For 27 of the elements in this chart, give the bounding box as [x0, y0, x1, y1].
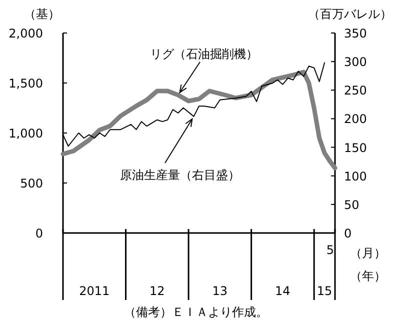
y2-tick-label: 200: [344, 112, 367, 126]
text: 原油生産量（右目盛）: [120, 168, 240, 182]
y-tick-label: 2,000: [8, 26, 43, 40]
series-label: リグ（石油掘削機）: [150, 47, 258, 61]
y-tick-label: 1,000: [8, 126, 43, 140]
y-tick-label: 0: [35, 226, 43, 240]
x-tick-label: 14: [275, 284, 290, 298]
y2-tick-label: 250: [344, 84, 367, 98]
x-tick-label: 13: [212, 284, 228, 298]
y-tick-label: 500: [20, 176, 43, 190]
y2-tick-label: 350: [344, 26, 367, 40]
x-tick-label: 12: [150, 284, 165, 298]
text: （月）: [350, 246, 386, 260]
y2-tick-label: 50: [344, 198, 360, 212]
y-tick-label: 1,500: [8, 76, 43, 90]
x-tick-label: 2011: [79, 284, 110, 298]
y2-tick-label: 100: [344, 169, 367, 184]
line-series: [60, 70, 338, 170]
text: （年）: [350, 269, 386, 283]
text: （備考）ＥＩＡより作成。: [124, 305, 268, 319]
y-axis-title: （基）: [24, 7, 60, 21]
y2-tick-label: 150: [344, 140, 367, 155]
text: 5: [326, 243, 334, 257]
y2-axis-title: （百万バレル）: [308, 7, 392, 21]
x-tick-label: 15: [316, 284, 332, 298]
y2-tick-label: 0: [344, 226, 352, 240]
y2-tick-label: 300: [344, 55, 367, 70]
